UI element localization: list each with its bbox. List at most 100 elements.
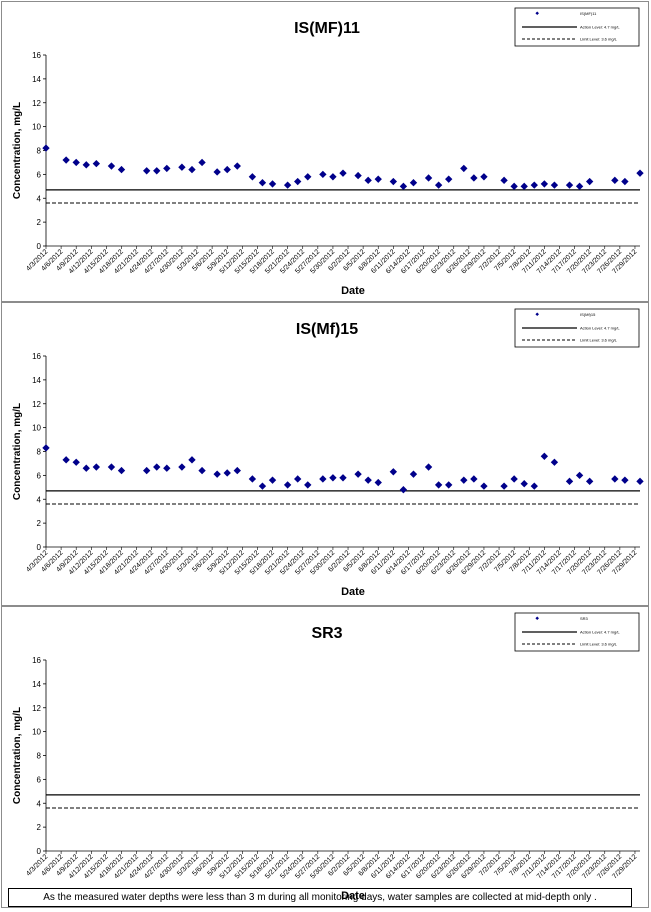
y-tick-label: 12	[32, 99, 41, 108]
chart-panel-1: IS(MF)11 IS(MF)11 Action Level: 4.7 mg/L Li…	[1, 1, 649, 302]
y-tick-label: 6	[37, 775, 42, 784]
chart-panel-2: IS(Mf)15 IS(Mf)15 Action Level: 4.7 mg/L Li…	[1, 302, 649, 606]
chart-title: IS(Mf)15	[296, 321, 358, 338]
x-axis-label: Date	[341, 890, 365, 902]
x-axis-label: Date	[341, 285, 365, 297]
data-point	[163, 464, 171, 472]
data-point	[364, 476, 372, 484]
y-tick-label: 16	[32, 352, 41, 361]
data-point	[585, 177, 594, 186]
data-point	[283, 481, 292, 489]
data-point	[82, 464, 90, 472]
data-point	[585, 477, 594, 486]
data-point	[364, 176, 372, 185]
y-tick-label: 12	[32, 400, 41, 409]
data-point	[304, 481, 312, 489]
data-point	[565, 181, 574, 189]
data-point	[117, 165, 126, 174]
data-point	[550, 458, 559, 466]
data-point	[188, 165, 196, 174]
data-point	[213, 168, 221, 176]
data-point	[530, 181, 538, 189]
data-point	[319, 170, 327, 179]
data-point	[399, 486, 408, 494]
data-point	[153, 463, 161, 471]
data-point	[470, 174, 478, 182]
data-point	[389, 177, 398, 186]
data-point	[424, 174, 433, 182]
data-point	[480, 482, 488, 490]
data-point	[500, 482, 508, 490]
data-point	[198, 158, 206, 167]
data-point	[223, 469, 231, 477]
y-tick-label: 4	[37, 495, 42, 504]
chart-title: IS(MF)11	[294, 20, 360, 37]
y-tick-label: 4	[37, 194, 42, 203]
y-tick-label: 14	[32, 75, 41, 84]
y-tick-label: 6	[37, 170, 42, 179]
legend-action-label: Action Level: 4.7 mg/L	[580, 25, 620, 30]
legend-limit-label: Limit Level: 3.6 mg/L	[580, 642, 618, 647]
data-point	[621, 476, 629, 484]
data-point	[117, 466, 126, 475]
y-tick-label: 8	[37, 752, 42, 761]
y-tick-label: 0	[37, 543, 42, 552]
legend-limit-label: Limit Level: 3.6 mg/L	[580, 37, 618, 42]
data-point	[530, 482, 538, 490]
data-point	[233, 162, 241, 170]
data-point	[163, 164, 171, 173]
chart-2: IS(Mf)15 IS(Mf)15 Action Level: 4.7 mg/L Li…	[12, 308, 644, 598]
data-point	[389, 468, 398, 476]
data-point	[460, 164, 468, 173]
data-point	[223, 165, 231, 174]
y-tick-label: 6	[37, 471, 42, 480]
data-point	[520, 182, 528, 190]
legend-action-label: Action Level: 4.7 mg/L	[580, 630, 620, 635]
data-point	[233, 466, 241, 475]
y-axis-label: Concentration, mg/L	[12, 707, 23, 804]
data-point	[82, 161, 90, 169]
data-point	[575, 182, 584, 190]
data-point	[294, 475, 302, 483]
legend-series-label: IS(Mf)15	[580, 312, 596, 317]
legend: IS(MF)11 Action Level: 4.7 mg/L Limit Leve…	[514, 7, 640, 47]
data-point	[268, 476, 277, 484]
data-point	[460, 476, 468, 484]
y-tick-label: 8	[37, 147, 42, 156]
data-point	[399, 182, 408, 190]
legend: IS(Mf)15 Action Level: 4.7 mg/L Limit Leve…	[514, 308, 640, 348]
data-point	[621, 177, 629, 186]
y-tick-label: 12	[32, 704, 41, 713]
data-point	[178, 463, 186, 471]
y-tick-label: 10	[32, 424, 41, 433]
data-point	[188, 456, 196, 464]
data-point	[510, 475, 518, 483]
data-point	[374, 175, 382, 183]
data-point	[153, 167, 161, 175]
data-point	[304, 173, 312, 181]
chart-title: SR3	[311, 625, 342, 642]
data-point	[319, 475, 327, 483]
data-point	[72, 458, 80, 466]
data-point	[354, 171, 362, 180]
data-point	[92, 159, 101, 168]
data-point	[374, 478, 382, 487]
y-tick-label: 2	[37, 218, 42, 227]
data-point	[92, 463, 101, 471]
legend-action-label: Action Level: 4.7 mg/L	[580, 326, 620, 331]
y-tick-label: 16	[32, 51, 41, 60]
footnote: As the measured water depths were less t…	[8, 888, 632, 907]
legend-series-label: IS(MF)11	[580, 11, 597, 16]
data-point	[72, 158, 80, 167]
data-point	[248, 475, 257, 483]
data-point	[510, 182, 518, 190]
legend-limit-label: Limit Level: 3.6 mg/L	[580, 338, 618, 343]
y-axis-label: Concentration, mg/L	[12, 102, 23, 199]
data-point	[575, 471, 584, 480]
y-tick-label: 0	[37, 847, 42, 856]
data-point	[611, 176, 619, 185]
data-point	[445, 481, 453, 489]
data-point	[329, 474, 337, 482]
y-tick-label: 14	[32, 376, 41, 385]
